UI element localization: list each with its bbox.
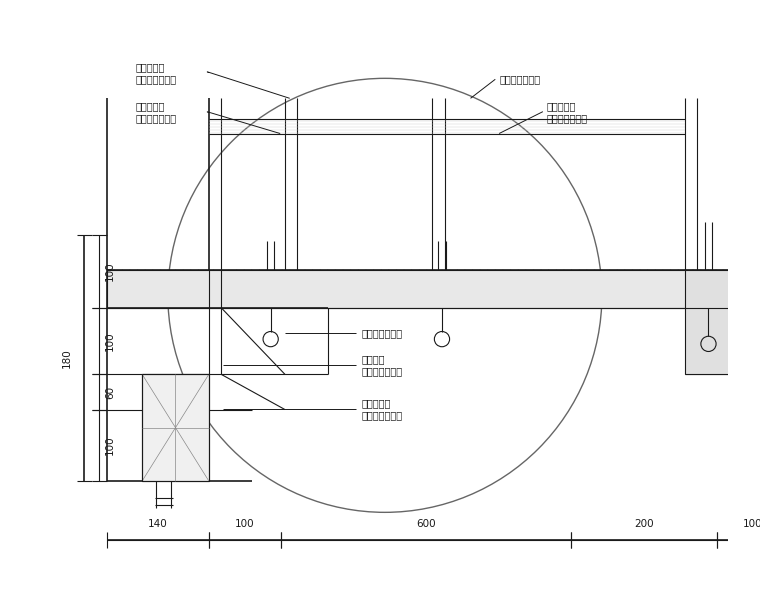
Text: 100: 100: [235, 518, 255, 528]
Text: 实木线条: 实木线条: [361, 354, 385, 364]
Bar: [142, 374, 209, 481]
Bar: [685, 269, 760, 374]
Text: 白色乳胶漆饰面: 白色乳胶漆饰面: [135, 74, 176, 85]
Text: 100: 100: [743, 518, 760, 528]
Text: 木龙骨防火处理: 木龙骨防火处理: [361, 329, 402, 338]
Text: 纸面石膏板: 纸面石膏板: [135, 62, 165, 72]
Text: 100: 100: [105, 435, 115, 455]
Text: 白色乳胶漆饰面: 白色乳胶漆饰面: [361, 367, 402, 376]
Bar: [107, 269, 760, 307]
Bar: [742, 338, 760, 355]
Text: 60: 60: [105, 385, 115, 399]
Text: 140: 140: [148, 518, 168, 528]
Text: 白色乳胶漆饰面: 白色乳胶漆饰面: [361, 410, 402, 420]
Text: 纸面石膏板: 纸面石膏板: [361, 398, 391, 408]
Text: 180: 180: [62, 349, 72, 368]
Text: 石膏顶脚线: 石膏顶脚线: [135, 101, 165, 111]
Text: 白色乳胶漆饰面: 白色乳胶漆饰面: [546, 114, 587, 123]
Text: 200: 200: [635, 518, 654, 528]
Text: 100: 100: [105, 331, 115, 351]
Text: 100: 100: [105, 262, 115, 281]
Text: 白色乳胶漆饰面: 白色乳胶漆饰面: [135, 114, 176, 123]
Text: 石膏顶脚线: 石膏顶脚线: [546, 101, 576, 111]
Text: 木龙骨防火处理: 木龙骨防火处理: [499, 74, 540, 85]
Text: 600: 600: [416, 518, 436, 528]
